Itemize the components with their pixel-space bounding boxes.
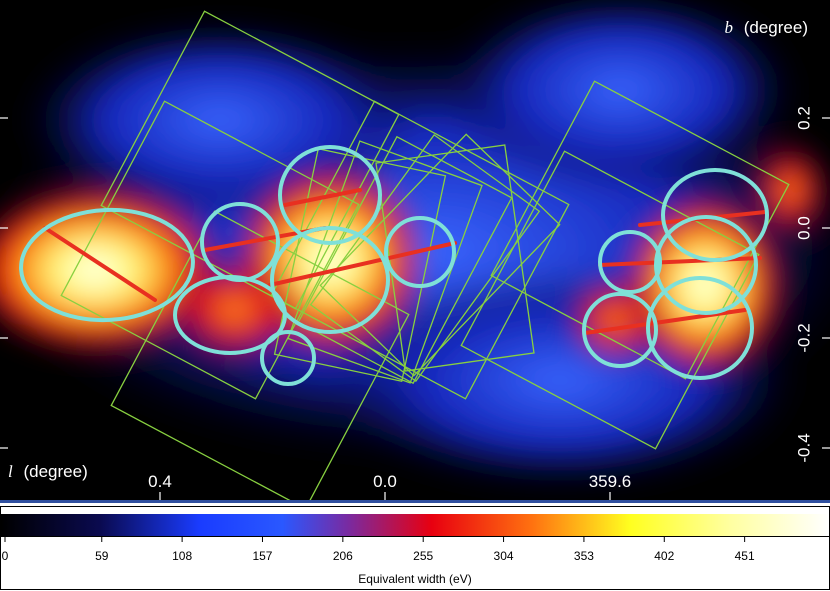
- colorbar: 0 59 108 157 206 255 304 353 402 451 Equivalent w…: [0, 500, 830, 591]
- slit-line: [583, 308, 747, 335]
- region-ellipse: [654, 215, 758, 315]
- colorbar-tick-label: 402: [654, 549, 674, 563]
- fov-rect: [60, 100, 360, 400]
- region-ellipse: [661, 168, 769, 262]
- region-ellipse: [278, 145, 382, 245]
- svg-text:l (degree): l (degree): [8, 462, 88, 481]
- fov-rect: [100, 10, 400, 310]
- colorbar-ticks: 0 59 108 157 206 255 304 353 402 451: [2, 537, 755, 563]
- region-circle: [582, 292, 658, 368]
- y-axis-ticks: [0, 117, 830, 449]
- y-tick-label: -0.4: [794, 433, 813, 462]
- x-axis-title: l (degree): [8, 462, 88, 481]
- region-circle: [598, 230, 662, 294]
- colorbar-tick-label: 255: [413, 549, 433, 563]
- equivalent-width-map: 0.2 0.0 -0.2 -0.4 b (degree) 0.4 0.0 359…: [0, 0, 830, 500]
- x-axis-symbol: l: [8, 462, 13, 481]
- fov-rect: [110, 210, 410, 500]
- y-axis-symbol: b: [725, 18, 734, 37]
- colorbar-tick-label: 304: [494, 549, 514, 563]
- colorbar-tick-label: 353: [574, 549, 594, 563]
- colorbar-tick-label: 157: [252, 549, 272, 563]
- x-axis-ticks: [159, 492, 611, 500]
- x-tick-label: 0.4: [148, 472, 172, 491]
- colorbar-tick-label: 59: [95, 549, 109, 563]
- y-axis-title: b (degree): [725, 18, 809, 37]
- colorbar-top-line: [0, 500, 830, 503]
- y-tick-label: 0.2: [794, 106, 813, 130]
- x-tick-label: 359.6: [589, 472, 632, 491]
- y-tick-label: 0.0: [794, 216, 813, 240]
- region-markers: [19, 145, 769, 386]
- colorbar-tick-label: 451: [735, 549, 755, 563]
- colorbar-label: Equivalent width (eV): [358, 572, 471, 586]
- region-ellipse: [19, 207, 195, 323]
- colorbar-tick-label: 206: [333, 549, 353, 563]
- fov-rect: [490, 80, 790, 380]
- region-circle: [384, 216, 456, 288]
- svg-text:b (degree): b (degree): [725, 18, 809, 37]
- slit-line: [268, 241, 457, 287]
- warm-emission-edge: [750, 140, 830, 240]
- region-ellipse: [270, 226, 390, 334]
- y-tick-label: -0.2: [794, 323, 813, 352]
- colorbar-tick-label: 108: [172, 549, 192, 563]
- slit-line: [283, 188, 362, 207]
- x-tick-labels: 0.4 0.0 359.6: [148, 472, 631, 491]
- fov-rect: [319, 133, 561, 377]
- y-axis-unit: (degree): [744, 18, 808, 37]
- slit-lines: [43, 188, 767, 335]
- colorbar-tick-label: 0: [2, 549, 9, 563]
- y-tick-labels: 0.2 0.0 -0.2 -0.4: [794, 106, 813, 462]
- x-axis-unit: (degree): [23, 462, 87, 481]
- warm-emission-right: [565, 275, 665, 365]
- region-circle: [260, 330, 316, 386]
- colorbar-gradient: [1, 514, 829, 536]
- region-circle: [200, 202, 280, 282]
- fov-rect: [287, 140, 483, 384]
- region-ellipse: [646, 276, 754, 380]
- x-tick-label: 0.0: [373, 472, 397, 491]
- slit-line: [43, 226, 157, 302]
